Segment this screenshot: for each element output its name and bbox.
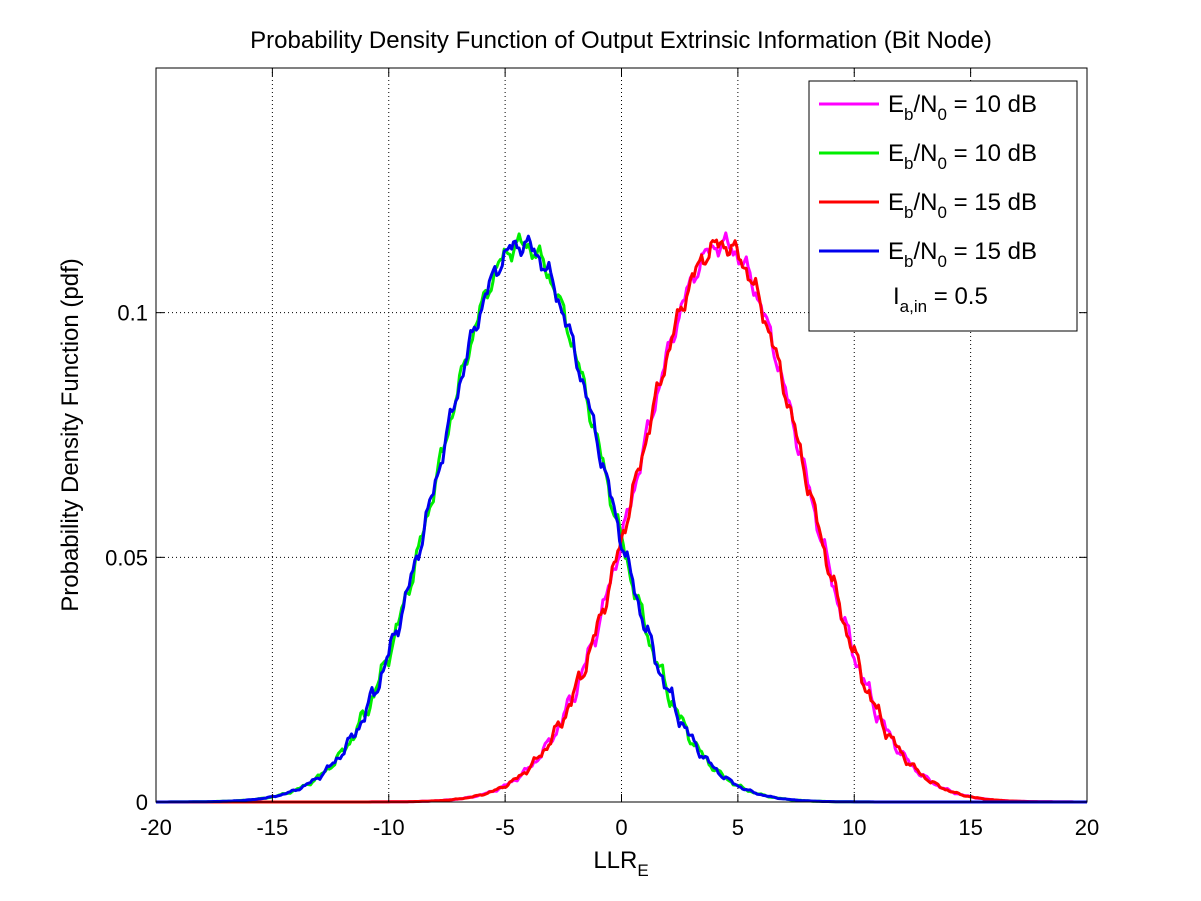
x-tick-label: 0 <box>615 815 627 840</box>
legend-subscript: b <box>904 154 913 173</box>
y-tick-labels: 0 0.05 0.1 <box>105 301 148 815</box>
legend-subscript: 0 <box>937 203 946 222</box>
legend-text-part: = 15 dB <box>947 189 1037 216</box>
legend-text-part: E <box>888 140 904 167</box>
legend-subscript: 0 <box>937 252 946 271</box>
x-tick-label: -20 <box>140 815 172 840</box>
legend-text-part: /N <box>913 140 937 167</box>
legend-note: Ia,in = 0.5 <box>893 283 988 316</box>
legend-text-part: E <box>888 189 904 216</box>
x-axis-title-sub: E <box>637 861 648 880</box>
x-tick-label: 5 <box>732 815 744 840</box>
legend-note-main: I <box>893 283 900 310</box>
legend-note-suffix: = 0.5 <box>927 283 988 310</box>
legend-text-part: E <box>888 238 904 265</box>
legend-subscript: b <box>904 203 913 222</box>
legend-subscript: b <box>904 252 913 271</box>
legend-box <box>808 80 1078 332</box>
legend-text-part: /N <box>913 238 937 265</box>
x-tick-label: 15 <box>958 815 982 840</box>
axis-ticks <box>155 68 1088 803</box>
legend-note-sub: a,in <box>900 297 927 316</box>
legend-subscript: b <box>904 105 913 124</box>
x-tick-labels: -20 -15 -10 -5 0 5 10 15 20 <box>140 815 1099 840</box>
x-tick-label: -10 <box>373 815 405 840</box>
chart-title: Probability Density Function of Output E… <box>250 27 992 54</box>
legend-text-part: /N <box>913 91 937 118</box>
y-tick-label: 0.1 <box>117 301 148 326</box>
x-axis-title: LLRE <box>593 847 648 880</box>
y-axis-title: Probability Density Function (pdf) <box>57 258 84 611</box>
legend-entry-label: Eb/N0 = 15 dB <box>888 238 1037 271</box>
x-axis-title-main: LLR <box>593 847 637 874</box>
legend-text-part: = 15 dB <box>947 238 1037 265</box>
y-tick-label: 0.05 <box>105 545 148 570</box>
x-tick-label: 20 <box>1075 815 1099 840</box>
legend-text-part: = 10 dB <box>947 91 1037 118</box>
legend-text-part: E <box>888 91 904 118</box>
y-tick-label: 0 <box>136 790 148 815</box>
x-tick-label: -5 <box>495 815 515 840</box>
x-tick-label: 10 <box>842 815 866 840</box>
legend-entry-label: Eb/N0 = 10 dB <box>888 140 1037 173</box>
legend-entry-label: Eb/N0 = 10 dB <box>888 91 1037 124</box>
legend-text-part: /N <box>913 189 937 216</box>
x-tick-label: -15 <box>256 815 288 840</box>
legend-entry-label: Eb/N0 = 15 dB <box>888 189 1037 222</box>
legend-subscript: 0 <box>937 105 946 124</box>
legend-subscript: 0 <box>937 154 946 173</box>
legend-text-part: = 10 dB <box>947 140 1037 167</box>
